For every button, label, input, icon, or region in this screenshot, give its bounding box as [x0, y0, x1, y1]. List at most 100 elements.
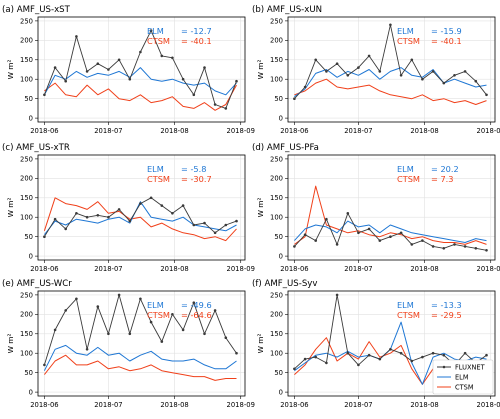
ytick-label: 0 — [279, 253, 283, 261]
ytick-label: 150 — [20, 194, 33, 202]
xtick-label: 2018-07 — [94, 127, 122, 135]
elm-stat-value: = -13.3 — [431, 300, 462, 310]
fluxnet-point — [463, 245, 467, 248]
fluxnet-point — [96, 62, 100, 65]
fluxnet-point — [235, 351, 238, 355]
panel-e: 0 50 100 150 200 250 2018-06 2018-07 2018-08 2018… — [2, 279, 255, 409]
series-line-fluxnet — [294, 212, 487, 251]
y-axis-label: W m² — [256, 60, 265, 80]
y-axis-label: W m² — [6, 60, 15, 80]
panel-title: (a) AMF_US-xST — [2, 5, 71, 15]
elm-stat-label: ELM — [147, 26, 164, 36]
fluxnet-point — [43, 363, 46, 367]
ytick-label: 0 — [29, 389, 33, 397]
fluxnet-point — [442, 247, 446, 250]
fluxnet-point — [75, 297, 78, 301]
fluxnet-point — [53, 66, 57, 69]
fluxnet-point — [43, 93, 46, 97]
elm-stat-label: ELM — [397, 164, 414, 174]
fluxnet-point — [453, 74, 456, 77]
ctsm-stat-value: = -40.1 — [181, 36, 212, 46]
elm-stat-label: ELM — [397, 300, 414, 310]
legend-label: CTSM — [455, 383, 474, 391]
xtick-label: 2018-09 — [477, 265, 500, 273]
legend-label: FLUXNET — [455, 363, 486, 371]
plot-frame — [37, 16, 246, 123]
fluxnet-point — [367, 353, 371, 357]
ytick-label: 0 — [29, 115, 33, 123]
xtick-label: 2018-07 — [344, 265, 372, 273]
ytick-label: 250 — [270, 155, 283, 163]
legend-box — [432, 359, 494, 395]
xtick-label: 2018-06 — [30, 401, 58, 409]
fluxnet-point — [64, 79, 67, 83]
ytick-label: 100 — [270, 76, 283, 84]
ytick-label: 200 — [20, 175, 33, 183]
xtick-label: 2018-09 — [227, 127, 255, 135]
fluxnet-point — [442, 353, 446, 357]
fluxnet-point — [181, 328, 185, 332]
elm-stat-label: ELM — [147, 300, 164, 310]
fluxnet-point — [75, 35, 78, 38]
panel-d: 0 50 100 150 200 250 2018-06 2018-07 2018-08 2018… — [252, 143, 500, 273]
fluxnet-point — [117, 208, 121, 211]
ytick-label: 150 — [270, 194, 283, 202]
fluxnet-point — [463, 70, 467, 73]
fluxnet-point — [389, 348, 392, 351]
ctsm-stat-value: = -64.6 — [181, 310, 212, 320]
fluxnet-point — [171, 313, 174, 316]
fluxnet-point — [203, 332, 206, 336]
ytick-label: 250 — [20, 17, 33, 25]
ytick-label: 50 — [24, 95, 33, 103]
fluxnet-point — [314, 239, 318, 242]
panel-title: (d) AMF_US-PFa — [252, 143, 319, 153]
fluxnet-point — [442, 81, 446, 85]
series-line-elm — [294, 220, 487, 243]
ytick-label: 200 — [20, 311, 33, 319]
plot-frame — [287, 290, 496, 397]
ytick-label: 50 — [24, 369, 33, 377]
fluxnet-point — [160, 204, 164, 207]
fluxnet-point — [224, 107, 228, 110]
panel-b: 0 50 100 150 200 250 2018-06 2018-07 2018-08 2018… — [252, 5, 500, 135]
panel-title: (b) AMF_US-xUN — [252, 5, 322, 15]
legend-marker — [442, 365, 446, 369]
fluxnet-point — [325, 361, 328, 365]
fluxnet-point — [181, 77, 185, 81]
fluxnet-point — [410, 58, 414, 62]
ytick-label: 200 — [270, 37, 283, 45]
xtick-label: 2018-09 — [227, 265, 255, 273]
fluxnet-point — [96, 214, 100, 217]
fluxnet-point — [139, 50, 142, 54]
ctsm-stat-label: CTSM — [397, 174, 420, 184]
fluxnet-point — [421, 239, 424, 242]
ctsm-stat-label: CTSM — [147, 36, 170, 46]
fluxnet-point — [357, 231, 360, 235]
fluxnet-point — [75, 212, 78, 215]
fluxnet-point — [485, 93, 488, 97]
fluxnet-point — [431, 70, 435, 73]
ytick-label: 250 — [270, 17, 283, 25]
fluxnet-point — [203, 221, 206, 225]
fluxnet-point — [399, 74, 403, 77]
fluxnet-point — [293, 97, 296, 100]
fluxnet-point — [181, 204, 185, 207]
elm-stat-value: = 20.2 — [431, 164, 459, 174]
fluxnet-point — [85, 348, 89, 351]
ytick-label: 0 — [279, 389, 283, 397]
ytick-label: 200 — [270, 311, 283, 319]
xtick-label: 2018-09 — [477, 127, 500, 135]
xtick-label: 2018-08 — [410, 401, 438, 409]
ytick-label: 150 — [20, 56, 33, 64]
fluxnet-point — [389, 23, 392, 27]
ytick-label: 200 — [270, 175, 283, 183]
ytick-label: 150 — [270, 56, 283, 64]
panel-a: 0 50 100 150 200 250 2018-06 2018-07 2018-08 2018… — [2, 5, 255, 135]
fluxnet-point — [346, 212, 350, 215]
ytick-label: 50 — [24, 233, 33, 241]
elm-stat-value: = -5.8 — [181, 164, 206, 174]
series-line-ctsm — [294, 78, 487, 105]
xtick-label: 2018-07 — [94, 401, 122, 409]
series-line-ctsm — [44, 354, 237, 381]
fluxnet-point — [367, 227, 371, 231]
